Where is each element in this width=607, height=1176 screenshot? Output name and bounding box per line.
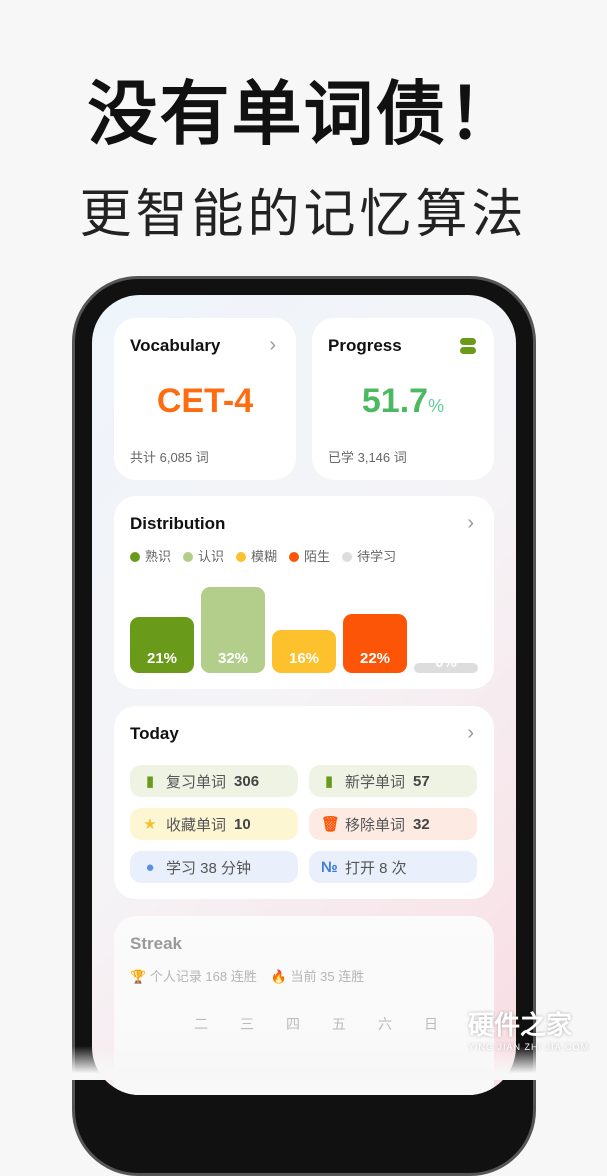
legend-item: 陌生 [289, 546, 330, 565]
book-icon: ▮ [145, 773, 155, 790]
trophy-icon: 🏆 [130, 969, 147, 984]
chart-legend: 熟识 认识 模糊 陌生 待学习 [130, 546, 396, 565]
star-icon: ★ [143, 816, 157, 833]
legend-dot [183, 552, 194, 562]
streak-title: Streak [130, 934, 182, 953]
weekday-label: 日 [424, 1016, 438, 1032]
bar-label: 16% [288, 650, 320, 667]
bar-1: 32% [201, 587, 265, 673]
legend-dot [236, 552, 247, 562]
app-screen: Vocabulary › CET-4 共计 6,085 词 Progress 5… [92, 295, 516, 1095]
bar-4: 0% [414, 654, 478, 673]
clock-icon: ● [145, 858, 155, 876]
today-stat[interactable]: № 打开 8 次 [309, 851, 477, 883]
legend-dot [289, 552, 300, 562]
weekday-label: 二 [194, 1016, 208, 1032]
legend-item: 认识 [183, 546, 224, 565]
bar-0: 21% [130, 616, 194, 673]
subheadline: 更智能的记忆算法 [79, 186, 528, 244]
streak-record: 🏆 个人记录 168 连胜 [130, 969, 257, 984]
weekday-label: 六 [378, 1016, 392, 1032]
bar-label: 0% [435, 654, 457, 671]
weekday-label: 五 [332, 1016, 346, 1032]
progress-card[interactable]: Progress 51.7% 已学 3,146 词 [312, 318, 494, 480]
legend-item: 熟识 [130, 546, 171, 565]
bar-label: 21% [146, 650, 178, 667]
weekday-label: 四 [286, 1016, 300, 1032]
progress-value: 51.7 [361, 382, 429, 420]
bar-label: 32% [217, 650, 249, 667]
fire-icon: 🔥 [270, 969, 287, 984]
distribution-card[interactable]: Distribution › 熟识 认识 模糊 陌生 待学习 21% 32% 16% 22% 0… [114, 496, 494, 689]
vocabulary-level: CET-4 [156, 382, 254, 420]
bar-2: 16% [272, 630, 336, 673]
toggle-icon[interactable] [460, 338, 476, 354]
today-card[interactable]: Today › ▮ 复习单词 306 ▮ 新学单词 57 ★ 收藏单词 10 🗑 移除单词 32 ● 学习… [114, 706, 494, 899]
chevron-right-icon[interactable]: › [269, 334, 276, 356]
today-title: Today [130, 724, 179, 743]
today-stat[interactable]: ★ 收藏单词 10 [130, 808, 298, 840]
streak-current: 🔥 当前 35 连胜 [270, 969, 365, 984]
vocabulary-card[interactable]: Vocabulary › CET-4 共计 6,085 词 [114, 318, 296, 480]
today-stat[interactable]: 🗑 移除单词 32 [309, 808, 477, 840]
book-icon: ▮ [324, 773, 334, 790]
distribution-title: Distribution [130, 514, 226, 533]
headline: 没有单词债！ [87, 75, 520, 153]
bar-3: 22% [343, 613, 407, 673]
watermark: 硬件之家 YING JIAN ZHI JIA.COM [467, 1010, 589, 1052]
bottom-fade [0, 1046, 607, 1080]
today-stat[interactable]: ▮ 新学单词 57 [309, 765, 477, 797]
vocabulary-title: Vocabulary [130, 336, 221, 355]
vocabulary-total: 共计 6,085 词 [130, 450, 209, 465]
legend-dot [342, 552, 353, 562]
chevron-right-icon[interactable]: › [467, 722, 474, 744]
today-stat[interactable]: ▮ 复习单词 306 [130, 765, 298, 797]
bar-label: 22% [359, 650, 391, 667]
legend-item: 待学习 [342, 546, 396, 565]
chevron-right-icon[interactable]: › [467, 512, 474, 534]
progress-unit: % [428, 396, 445, 416]
weekday-label: 三 [240, 1016, 254, 1032]
progress-learned: 已学 3,146 词 [328, 450, 407, 465]
trash-icon: 🗑 [321, 816, 341, 833]
legend-dot [130, 552, 140, 562]
today-stat[interactable]: ● 学习 38 分钟 [130, 851, 298, 883]
legend-item: 模糊 [236, 546, 277, 565]
progress-title: Progress [328, 336, 402, 355]
number-icon: № [321, 858, 338, 876]
